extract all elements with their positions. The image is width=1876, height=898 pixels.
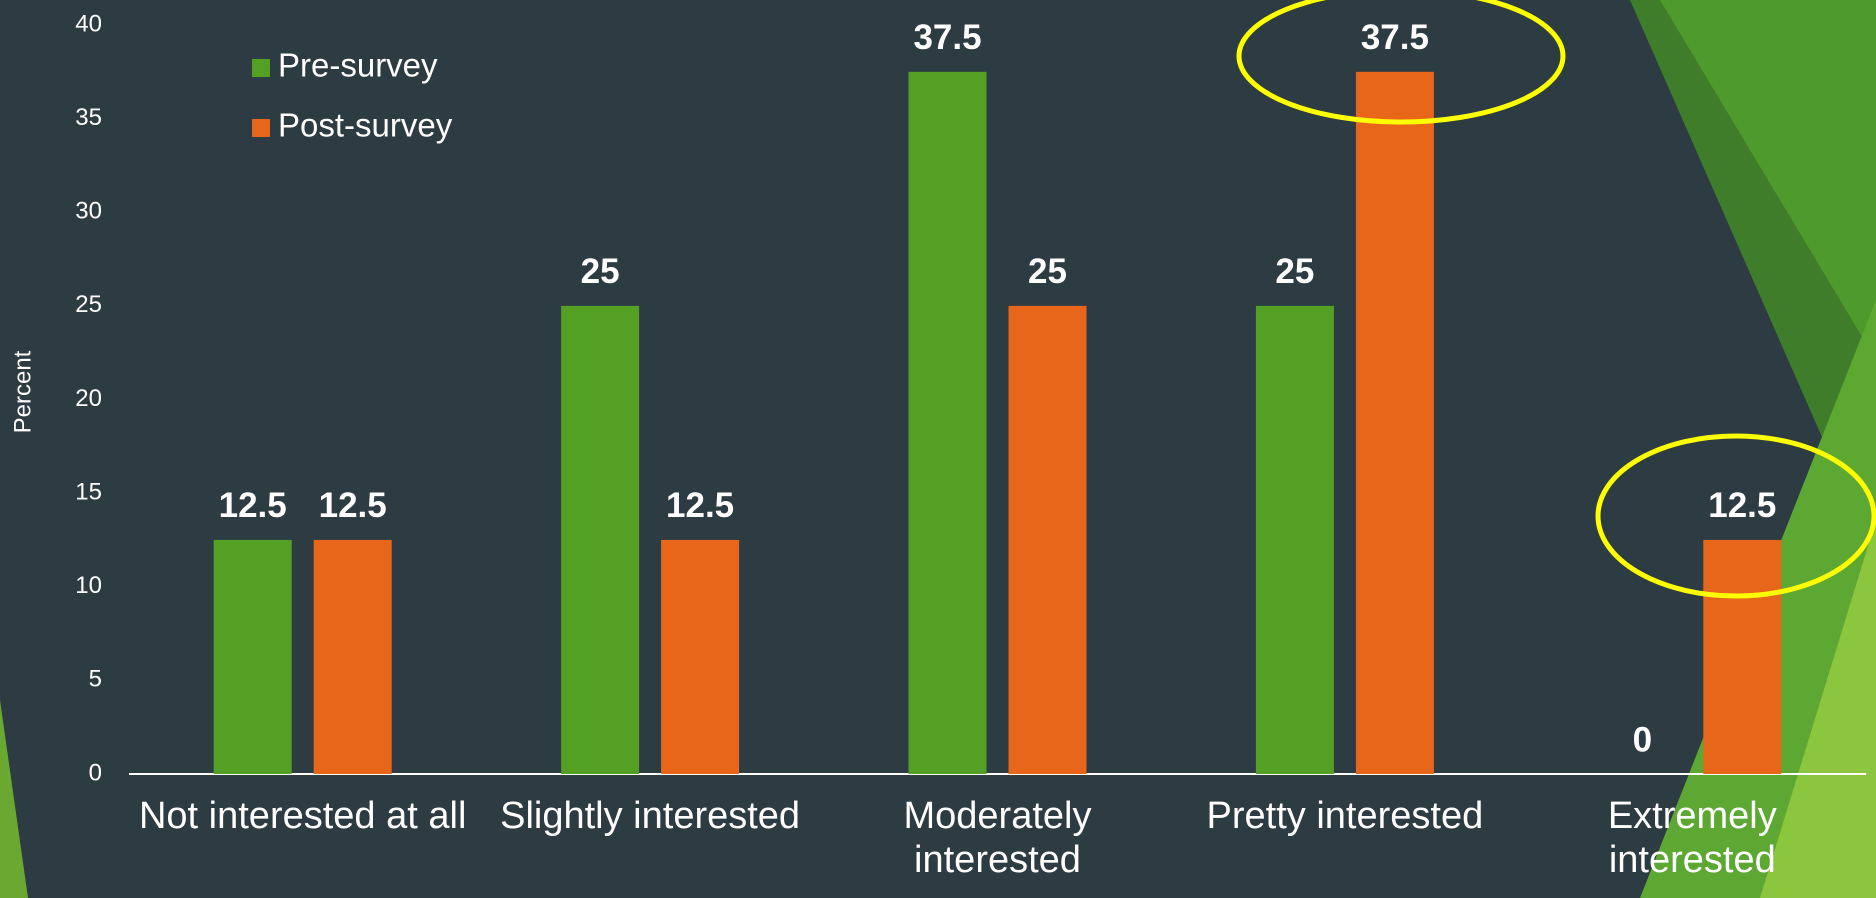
y-tick-label: 5 bbox=[89, 666, 102, 693]
legend-label: Pre-survey bbox=[278, 47, 438, 84]
legend-swatch bbox=[252, 119, 270, 137]
y-tick-label: 0 bbox=[89, 759, 102, 786]
decor-triangle bbox=[1760, 520, 1876, 898]
value-label: 37.5 bbox=[913, 18, 981, 57]
bar bbox=[313, 539, 392, 774]
bar bbox=[1703, 539, 1782, 774]
legend-label: Post-survey bbox=[278, 107, 453, 144]
bar bbox=[1008, 305, 1087, 774]
bar bbox=[213, 539, 292, 774]
value-label: 25 bbox=[1275, 252, 1314, 291]
highlight-ellipse bbox=[1595, 433, 1876, 599]
plot: 0 5 10 15 20 25 30 35 40 12.5 12.5 25 12.5 37.5 25 25 37… bbox=[75, 10, 1866, 786]
decor-triangle bbox=[0, 700, 28, 898]
value-label: 12.5 bbox=[319, 486, 387, 525]
y-tick-label: 35 bbox=[75, 104, 102, 131]
value-label: 25 bbox=[1028, 252, 1067, 291]
bar bbox=[908, 71, 987, 774]
value-label: 12.5 bbox=[666, 486, 734, 525]
bar bbox=[1355, 71, 1434, 774]
y-tick-label: 10 bbox=[75, 572, 102, 599]
x-tick-label: Extremely interested bbox=[1607, 795, 1777, 881]
bar bbox=[561, 305, 640, 774]
y-tick-label: 25 bbox=[75, 291, 102, 318]
y-tick-label: 20 bbox=[75, 385, 102, 412]
decor-triangle bbox=[1660, 0, 1876, 360]
y-axis-label: Percent bbox=[9, 350, 36, 433]
x-tick-label: Slightly interested bbox=[500, 795, 801, 837]
y-tick-label: 30 bbox=[75, 198, 102, 225]
value-label: 37.5 bbox=[1361, 18, 1429, 57]
bar bbox=[661, 539, 740, 774]
x-tick-label: Pretty interested bbox=[1206, 795, 1484, 837]
highlight-ellipse bbox=[1236, 0, 1566, 125]
x-tick-label: Moderately interested bbox=[903, 795, 1092, 881]
y-tick-label: 40 bbox=[75, 10, 102, 37]
value-label: 12.5 bbox=[219, 486, 287, 525]
y-tick-label: 15 bbox=[75, 478, 102, 505]
bar bbox=[1255, 305, 1334, 774]
value-label: 25 bbox=[581, 252, 620, 291]
x-tick-label: Not interested at all bbox=[138, 795, 467, 837]
value-label: 12.5 bbox=[1708, 486, 1776, 525]
value-label: 0 bbox=[1633, 720, 1652, 759]
legend-swatch bbox=[252, 59, 270, 77]
